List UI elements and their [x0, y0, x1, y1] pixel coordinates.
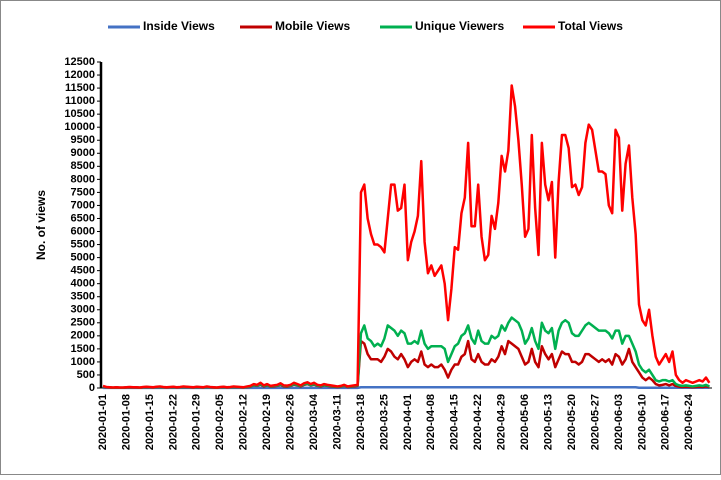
y-tick-label: 12500 [64, 56, 95, 68]
x-tick-label: 2020-04-08 [425, 394, 437, 450]
x-tick-label: 2020-03-25 [378, 394, 390, 450]
x-tick-label: 2020-04-29 [496, 394, 508, 450]
y-tick-label: 1000 [71, 356, 95, 368]
x-tick-label: 2020-01-08 [120, 394, 132, 450]
x-tick-label: 2020-06-17 [660, 394, 672, 450]
x-tick-label: 2020-05-13 [542, 394, 554, 450]
x-tick-label: 2020-01-15 [144, 394, 156, 450]
y-tick-label: 11500 [65, 82, 95, 94]
y-tick-label: 8500 [71, 160, 95, 172]
x-tick-label: 2020-01-01 [97, 394, 109, 450]
y-tick-label: 11000 [65, 95, 95, 107]
y-tick-label: 7500 [71, 186, 95, 198]
y-tick-label: 5000 [71, 252, 95, 264]
y-tick-label: 4000 [71, 278, 95, 290]
x-tick-label: 2020-03-11 [331, 394, 343, 450]
x-tick-label: 2020-04-15 [449, 394, 461, 450]
y-tick-label: 10000 [64, 121, 95, 133]
x-tick-label: 2020-02-26 [285, 394, 297, 450]
series-line [102, 84, 711, 389]
y-tick-label: 3500 [71, 291, 95, 303]
x-tick-label: 2020-06-10 [636, 394, 648, 450]
y-tick-label: 0 [89, 382, 95, 394]
y-tick-label: 1500 [71, 343, 95, 355]
y-tick-label: 9000 [71, 147, 95, 159]
legend-label: Mobile Views [275, 19, 350, 33]
x-tick-label: 2020-01-22 [167, 394, 179, 450]
legend-label: Inside Views [143, 19, 215, 33]
x-tick-label: 2020-02-19 [261, 394, 273, 450]
legend-label: Unique Viewers [415, 19, 504, 33]
x-tick-label: 2020-03-04 [308, 393, 320, 450]
y-tick-label: 3000 [71, 304, 95, 316]
y-tick-label: 8000 [71, 173, 95, 185]
y-tick-label: 9500 [71, 134, 95, 146]
y-tick-label: 7000 [71, 199, 95, 211]
x-tick-label: 2020-03-18 [355, 394, 367, 450]
x-tick-label: 2020-05-27 [589, 394, 601, 450]
x-tick-label: 2020-05-06 [519, 394, 531, 450]
x-tick-label: 2020-06-24 [683, 393, 695, 450]
x-tick-label: 2020-02-12 [238, 394, 250, 450]
y-tick-label: 10500 [64, 108, 95, 120]
x-tick-label: 2020-02-05 [214, 394, 226, 450]
y-tick-label: 500 [77, 369, 95, 381]
legend-label: Total Views [558, 19, 623, 33]
y-tick-label: 4500 [71, 265, 95, 277]
x-tick-label: 2020-04-01 [402, 394, 414, 450]
y-tick-label: 12000 [64, 69, 95, 81]
x-tick-label: 2020-06-03 [613, 394, 625, 450]
x-tick-label: 2020-05-20 [566, 394, 578, 450]
x-tick-label: 2020-01-29 [191, 394, 203, 450]
y-tick-label: 6500 [71, 212, 95, 224]
y-tick-label: 6000 [71, 225, 95, 237]
y-axis-label: No. of views [34, 190, 48, 260]
x-tick-label: 2020-04-22 [472, 394, 484, 450]
y-tick-label: 2500 [71, 317, 95, 329]
y-tick-label: 5500 [71, 238, 95, 250]
y-tick-label: 2000 [71, 330, 95, 342]
